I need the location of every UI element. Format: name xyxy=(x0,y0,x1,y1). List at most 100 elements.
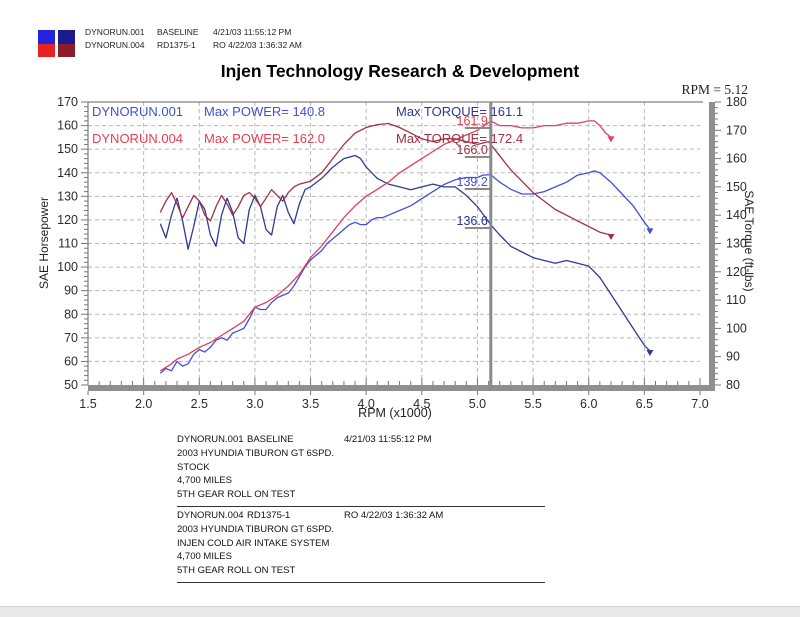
max-power-value: Max POWER= 140.8 xyxy=(204,104,326,119)
y-left-tick-label: 130 xyxy=(57,189,78,203)
run-name: DYNORUN.001 xyxy=(85,27,145,37)
header-run-row: DYNORUN.004 RD1375-1 RO 4/22/03 1:36:32 AM xyxy=(85,39,302,52)
run-004-color-swatch xyxy=(58,30,75,57)
y-left-tick-label: 110 xyxy=(58,237,78,251)
y-left-tick-label: 60 xyxy=(64,354,78,368)
rpm-cursor[interactable]: 161.9 166.0 139.2 136.6 xyxy=(457,102,493,391)
run-variant: BASELINE xyxy=(157,27,199,37)
x-tick-label: 1.5 xyxy=(79,397,96,411)
run-004-power-color xyxy=(58,30,75,44)
run-variant: RD1375-1 xyxy=(157,40,196,50)
header-run-list: DYNORUN.001 BASELINE 4/21/03 11:55:12 PM D… xyxy=(85,26,302,52)
run-timestamp: 4/21/03 11:55:12 PM xyxy=(213,27,292,37)
run-timestamp: RO 4/22/03 1:36:32 AM xyxy=(213,40,302,50)
y-left-tick-label: 70 xyxy=(64,331,78,345)
y-right-tick-label: 140 xyxy=(726,208,747,222)
run-variant: RD1375-1 xyxy=(247,510,291,521)
x-tick-label: 5.0 xyxy=(469,397,486,411)
run-001-power-color xyxy=(38,30,55,44)
dyno-chart: 1.5 2.0 2.5 3.0 3.5 4.0 4.5 5.0 5.5 6.0 6.5 7.0 50 60… xyxy=(57,95,747,411)
y-right-tick-label: 130 xyxy=(726,237,747,251)
run-004-torque-color xyxy=(58,43,75,57)
curve-end-arrow-icon xyxy=(607,136,615,143)
run-001-info-block: DYNORUN.001 BASELINE 4/21/03 11:55:12 PM 2… xyxy=(177,433,547,502)
y-right-tick-label: 170 xyxy=(726,123,747,137)
dynorun-001-power-curve xyxy=(159,170,654,374)
run-timestamp: 4/21/03 11:55:12 PM xyxy=(344,434,432,445)
dynorun-004-torque-curve xyxy=(159,122,615,241)
axis-tick-labels: 1.5 2.0 2.5 3.0 3.5 4.0 4.5 5.0 5.5 6.0 6.5 7.0 50 60… xyxy=(57,95,747,411)
chart-legend-row-001: DYNORUN.001 Max POWER= 140.8 Max TORQUE=… xyxy=(92,104,692,119)
run-variant: BASELINE xyxy=(247,434,294,445)
y-left-tick-label: 170 xyxy=(57,95,78,109)
x-tick-label: 4.5 xyxy=(413,397,430,411)
cursor-readout-value: 139.2 xyxy=(457,175,488,189)
curve-end-arrow-icon xyxy=(607,234,615,241)
run-name: DYNORUN.001 xyxy=(177,434,244,445)
x-tick-label: 6.0 xyxy=(580,397,597,411)
separator-line xyxy=(177,506,545,507)
y-left-tick-label: 80 xyxy=(64,307,78,321)
y-right-tick-label: 90 xyxy=(726,350,740,364)
y-axis-left-title: SAE Horsepower xyxy=(37,196,51,290)
info-line: 4,700 MILES xyxy=(177,551,232,563)
max-torque-value: Max TORQUE= 172.4 xyxy=(396,131,524,146)
x-tick-label: 4.0 xyxy=(357,397,374,411)
y-left-tick-label: 100 xyxy=(57,260,78,274)
info-header-line: DYNORUN.004 RD1375-1 RO 4/22/03 1:36:32 AM xyxy=(177,509,547,523)
cursor-readout-value: 161.9 xyxy=(457,114,488,128)
info-line: 5TH GEAR ROLL ON TEST xyxy=(177,565,296,577)
curve-end-arrow-icon xyxy=(646,228,654,235)
run-name: DYNORUN.004 xyxy=(177,510,244,521)
x-tick-label: 2.5 xyxy=(191,397,208,411)
legend-swatches xyxy=(38,30,78,58)
y-right-tick-label: 80 xyxy=(726,378,740,392)
run-name: DYNORUN.004 xyxy=(85,40,145,50)
y-right-tick-label: 160 xyxy=(726,152,747,166)
x-tick-label: 5.5 xyxy=(524,397,541,411)
run-timestamp: RO 4/22/03 1:36:32 AM xyxy=(344,510,444,521)
cursor-readout-value: 166.0 xyxy=(457,143,488,157)
info-line: 5TH GEAR ROLL ON TEST xyxy=(177,489,296,501)
info-line: STOCK xyxy=(177,461,210,473)
y-right-tick-label: 150 xyxy=(726,180,747,194)
run-001-color-swatch xyxy=(38,30,55,57)
y-right-tick-label: 120 xyxy=(726,265,747,279)
cursor-rpm-readout: RPM = 5.12 xyxy=(681,82,748,97)
dynorun-004-power-curve xyxy=(159,120,615,372)
max-torque-value: Max TORQUE= 161.1 xyxy=(396,104,524,119)
y-left-tick-label: 90 xyxy=(64,284,78,298)
y-left-tick-label: 150 xyxy=(57,142,78,156)
y-left-tick-label: 120 xyxy=(57,213,78,227)
x-tick-label: 3.5 xyxy=(302,397,319,411)
window-edge-strip xyxy=(0,606,800,617)
y-axis-right-title: SAE Torque (ft-lbs) xyxy=(742,190,756,292)
x-tick-label: 2.0 xyxy=(135,397,152,411)
run-name: DYNORUN.004 xyxy=(92,131,184,146)
x-tick-label: 6.5 xyxy=(636,397,653,411)
y-right-tick-label: 180 xyxy=(726,95,747,109)
run-name: DYNORUN.001 xyxy=(92,104,184,119)
info-line: 2003 HYUNDIA TIBURON GT 6SPD. xyxy=(177,447,334,459)
dynorun-001-torque-curve xyxy=(159,154,654,357)
x-tick-label: 7.0 xyxy=(691,397,708,411)
axis-ticks xyxy=(81,101,721,395)
curve-end-arrow-icon xyxy=(646,350,654,357)
run-001-torque-color xyxy=(38,43,55,57)
info-line: 4,700 MILES xyxy=(177,475,232,487)
max-power-value: Max POWER= 162.0 xyxy=(204,131,326,146)
y-left-tick-label: 160 xyxy=(57,119,78,133)
cursor-readout-value: 136.6 xyxy=(457,214,488,228)
y-right-tick-label: 110 xyxy=(726,293,746,307)
header-run-row: DYNORUN.001 BASELINE 4/21/03 11:55:12 PM xyxy=(85,26,302,39)
run-004-info-block: DYNORUN.004 RD1375-1 RO 4/22/03 1:36:32 AM… xyxy=(177,509,547,578)
chart-legend-row-004: DYNORUN.004 Max POWER= 162.0 Max TORQUE=… xyxy=(92,131,692,146)
info-line: INJEN COLD AIR INTAKE SYSTEM xyxy=(177,537,330,549)
page-title: Injen Technology Research & Development xyxy=(220,61,580,81)
info-line: 2003 HYUNDIA TIBURON GT 6SPD. xyxy=(177,523,334,535)
x-axis-title: RPM (x1000) xyxy=(358,406,432,420)
y-left-tick-label: 50 xyxy=(64,378,78,392)
separator-line xyxy=(177,582,545,583)
x-tick-label: 3.0 xyxy=(246,397,263,411)
